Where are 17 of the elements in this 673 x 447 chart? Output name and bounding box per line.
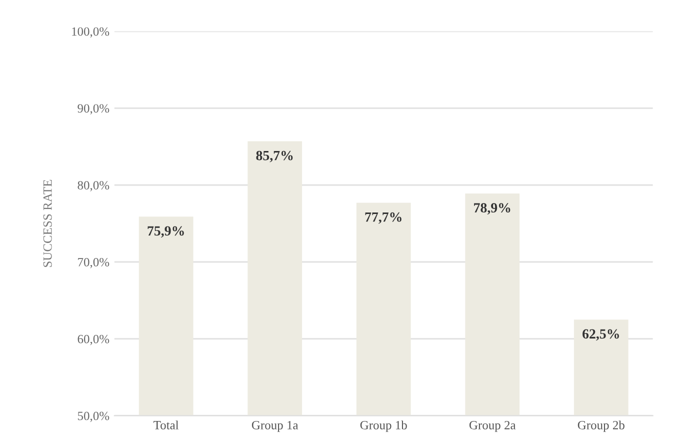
y-tick-label: 90,0% [78, 104, 110, 114]
y-tick-label: 60,0% [78, 334, 110, 346]
x-tick-label: Group 2b [578, 420, 624, 432]
y-axis-title: SUCCESS RATE [43, 180, 52, 267]
x-tick-label: Total [154, 420, 179, 430]
y-tick-label: 70,0% [78, 258, 110, 268]
y-tick-label: 50,0% [78, 412, 110, 422]
y-tick-label: 80,0% [78, 181, 110, 192]
data-label: 77,7% [365, 212, 402, 224]
data-label: 62,5% [582, 329, 619, 341]
x-tick-label: Group 1b [360, 420, 407, 432]
data-label: 85,7% [256, 150, 293, 162]
y-tick-label: 100,0% [72, 27, 110, 38]
x-tick-label: Group 2a [469, 420, 516, 432]
data-label: 78,9% [474, 203, 510, 215]
x-tick-label: Group 1a [252, 420, 298, 432]
data-label: 75,9% [148, 226, 184, 238]
